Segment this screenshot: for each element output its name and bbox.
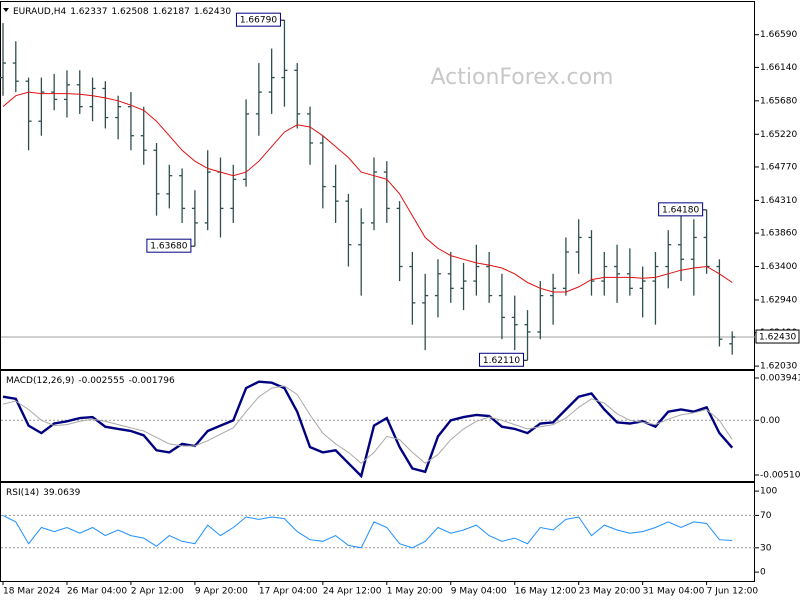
annotation-box [235, 12, 281, 27]
x-tick-label: 26 Mar 04:00 [67, 587, 127, 597]
y-tick-label: 100 [760, 487, 777, 497]
y-tick-label: 1.64770 [760, 162, 797, 172]
header-value: 1.62337 [70, 7, 107, 17]
x-tick-label: 18 Mar 2024 [3, 587, 60, 597]
header-value: 1.62187 [153, 7, 190, 17]
annotation-label: 1.63680 [150, 242, 187, 252]
price-header: EURAUD,H4 1.62337 1.62508 1.62187 1.62430 [13, 7, 231, 17]
x-tick-label: 9 May 04:00 [451, 587, 507, 597]
y-tick-label: 70 [760, 511, 772, 521]
x-tick-label: 17 Apr 04:00 [259, 587, 318, 597]
annotation-box [479, 352, 525, 367]
x-tick-label: 24 Apr 12:00 [323, 587, 382, 597]
macd-panel [0, 370, 755, 482]
menu-icon[interactable] [3, 8, 9, 12]
indicator-value: 39.0639 [43, 488, 80, 498]
annotation-box [146, 238, 192, 253]
annotation-label: 1.62110 [483, 356, 520, 366]
current-price-label: 1.62430 [759, 333, 796, 343]
indicator-line [2, 380, 734, 479]
current-price-box [755, 329, 800, 344]
y-tick-label: 30 [760, 543, 772, 553]
y-tick-label: -0.005103 [760, 471, 800, 481]
y-tick-label: 1.62940 [760, 295, 797, 305]
rsi-header: RSI(14) 39.0639 [6, 488, 81, 498]
moving-average [2, 91, 733, 293]
y-tick-label: 1.66590 [760, 30, 797, 40]
y-tick-label: 0.00 [760, 416, 780, 426]
rsi-panel [0, 482, 755, 582]
y-tick-label: 1.63400 [760, 262, 797, 272]
indicator-line [2, 514, 733, 549]
symbol: EURAUD,H4 [13, 7, 66, 17]
watermark: ActionForex.com [431, 65, 614, 90]
indicator-line [2, 385, 733, 464]
x-tick-label: 16 May 12:00 [515, 587, 577, 597]
y-tick-label: 0 [760, 568, 766, 578]
price-panel [0, 1, 755, 370]
x-tick-label: 9 Apr 20:00 [195, 587, 248, 597]
indicator-title: RSI(14) [6, 488, 39, 498]
x-tick-label: 1 May 20:00 [387, 587, 443, 597]
y-tick-label: 1.66140 [760, 63, 797, 73]
y-tick-label: 1.63860 [760, 229, 797, 239]
annotation-label: 1.64180 [662, 205, 699, 215]
x-tick-label: 7 Jun 12:00 [707, 587, 759, 597]
indicator-value: -0.001796 [129, 376, 175, 386]
macd-header: MACD(12,26,9) -0.002555 -0.001796 [6, 376, 175, 386]
x-tick-label: 23 May 20:00 [579, 587, 641, 597]
indicator-value: -0.002555 [78, 376, 124, 386]
y-tick-label: 1.62030 [760, 362, 797, 372]
annotation-box [658, 202, 704, 217]
x-tick-label: 31 May 04:00 [643, 587, 705, 597]
y-tick-label: 0.003941 [760, 374, 800, 384]
x-tick-label: 2 Apr 12:00 [131, 587, 184, 597]
y-tick-label: 1.65680 [760, 96, 797, 106]
indicator-title: MACD(12,26,9) [6, 376, 74, 386]
header-value: 1.62508 [111, 7, 148, 17]
y-tick-label: 1.64310 [760, 196, 797, 206]
y-tick-label: 1.65220 [760, 130, 797, 140]
header-value: 1.62430 [194, 7, 231, 17]
annotation-label: 1.66790 [240, 16, 277, 26]
